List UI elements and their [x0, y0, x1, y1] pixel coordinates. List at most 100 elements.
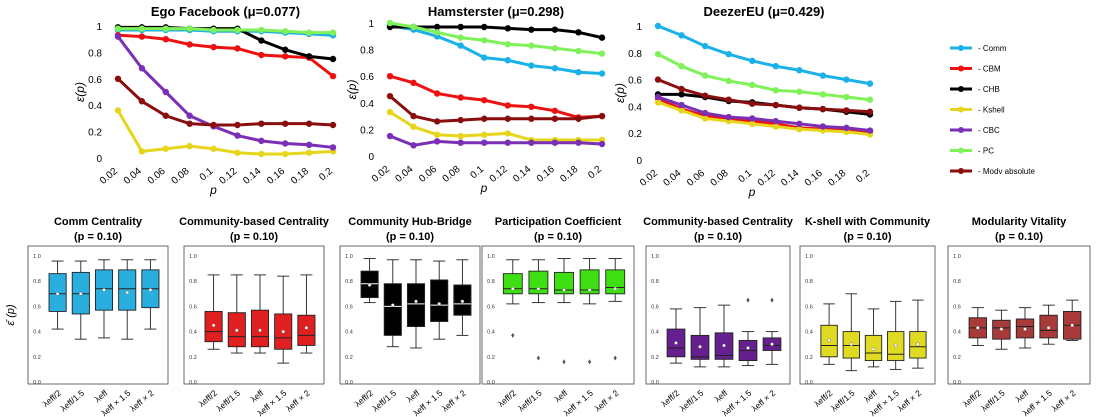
box-1	[968, 307, 987, 346]
data-point	[819, 72, 827, 79]
data-point	[433, 29, 441, 36]
iqr-box	[579, 269, 600, 295]
mean-marker	[1070, 323, 1074, 328]
iqr-box	[118, 269, 137, 311]
y-tick-label: 0.6	[487, 304, 495, 310]
data-point	[234, 132, 241, 139]
x-tick-label: 0.04	[393, 164, 415, 185]
data-point	[433, 90, 441, 97]
category-label: λeff × 2	[1050, 388, 1078, 414]
data-point	[386, 108, 394, 116]
data-point	[843, 93, 850, 101]
y-tick-label: 1.0	[651, 254, 659, 260]
y-tick-label: 0.4	[953, 330, 961, 336]
y-tick-label: 1.0	[487, 254, 495, 260]
data-point	[258, 120, 265, 127]
data-point	[258, 137, 265, 145]
data-point	[528, 103, 535, 110]
mean-marker	[916, 342, 920, 347]
x-tick-label: 0.1	[736, 168, 754, 186]
y-tick-label: 0.6	[651, 304, 659, 310]
y-tick-label: 0.6	[360, 72, 374, 83]
data-point	[114, 75, 122, 83]
x-tick-label: 0.06	[685, 168, 707, 189]
data-point	[305, 149, 313, 156]
y-tick-label: 0.2	[360, 125, 374, 136]
y-tick-label: 0.6	[805, 304, 813, 310]
x-tick-label: 0.04	[122, 166, 144, 187]
data-point	[305, 53, 313, 60]
data-point	[258, 37, 265, 44]
data-point	[654, 99, 662, 106]
x-tick-label: 0.16	[803, 168, 825, 189]
x-tick-label: 0.08	[709, 168, 731, 189]
mean-marker	[674, 341, 678, 345]
series-cbm	[114, 32, 337, 80]
data-point	[386, 73, 394, 80]
data-point	[749, 100, 756, 107]
mean-marker	[770, 342, 774, 347]
y-tick-label: 0.2	[33, 355, 41, 361]
y-tick-label: 0.2	[88, 128, 102, 139]
box-1	[666, 308, 686, 364]
panel-subtitle: (p = 0.10)	[694, 231, 742, 243]
data-point	[772, 62, 779, 70]
x-tick-label: 0.1	[198, 166, 216, 184]
data-point	[528, 62, 535, 69]
legend-label: - Kshell	[978, 106, 1005, 115]
series-line	[118, 27, 333, 35]
data-point	[843, 107, 850, 114]
series-cbc	[654, 93, 874, 134]
y-tick-label: 0.8	[33, 279, 41, 285]
y-tick-label: 0.4	[189, 330, 197, 336]
data-point	[410, 23, 417, 31]
data-point	[654, 50, 662, 58]
data-point	[457, 139, 464, 146]
data-point	[481, 115, 488, 122]
y-tick-label: 1	[368, 19, 374, 30]
x-tick-label: 0.14	[511, 164, 533, 185]
panel-frame	[645, 245, 791, 385]
data-point	[282, 140, 289, 147]
y-tick-label: 0.2	[805, 355, 813, 361]
iqr-box	[383, 283, 402, 336]
box-5	[909, 299, 927, 369]
panel-title: K-shell with Community	[805, 216, 931, 228]
data-point	[725, 77, 732, 85]
data-point	[329, 29, 337, 36]
data-point	[819, 123, 827, 130]
box-2	[528, 259, 549, 361]
y-tick-label: 0.0	[651, 380, 659, 386]
x-tick-label: 0.02	[370, 164, 392, 185]
box-5	[762, 297, 782, 365]
data-point	[114, 107, 122, 114]
mean-marker	[613, 286, 618, 291]
panel-subtitle: (p = 0.10)	[386, 231, 434, 243]
data-point	[210, 26, 217, 34]
data-point	[433, 131, 441, 138]
data-point	[386, 132, 394, 140]
iqr-box	[406, 283, 426, 328]
series-line	[657, 52, 871, 102]
panel-subtitle: (p = 0.10)	[74, 231, 122, 243]
data-point	[551, 45, 559, 52]
data-point	[796, 88, 803, 95]
data-point	[866, 108, 874, 115]
panel-frame	[481, 245, 635, 385]
mean-marker	[281, 329, 286, 334]
category-label: λeff	[92, 387, 109, 404]
legend-label: - CBC	[978, 126, 1000, 135]
mean-marker	[510, 286, 515, 291]
data-point	[654, 93, 662, 101]
iqr-box	[430, 279, 449, 322]
data-point	[504, 41, 511, 48]
iqr-box	[250, 309, 270, 348]
data-point	[725, 50, 732, 58]
panel-title: Modularity Vitality	[972, 216, 1067, 228]
box-2	[383, 259, 402, 348]
data-point	[457, 34, 464, 41]
series-pc	[114, 25, 337, 36]
panel-title: Comm Centrality	[54, 216, 143, 228]
box-panel-1: Comm Centrality (p = 0.10) 0.0 0.2 0.4 0.6 0.8…	[5, 216, 169, 417]
series-line	[116, 35, 334, 149]
